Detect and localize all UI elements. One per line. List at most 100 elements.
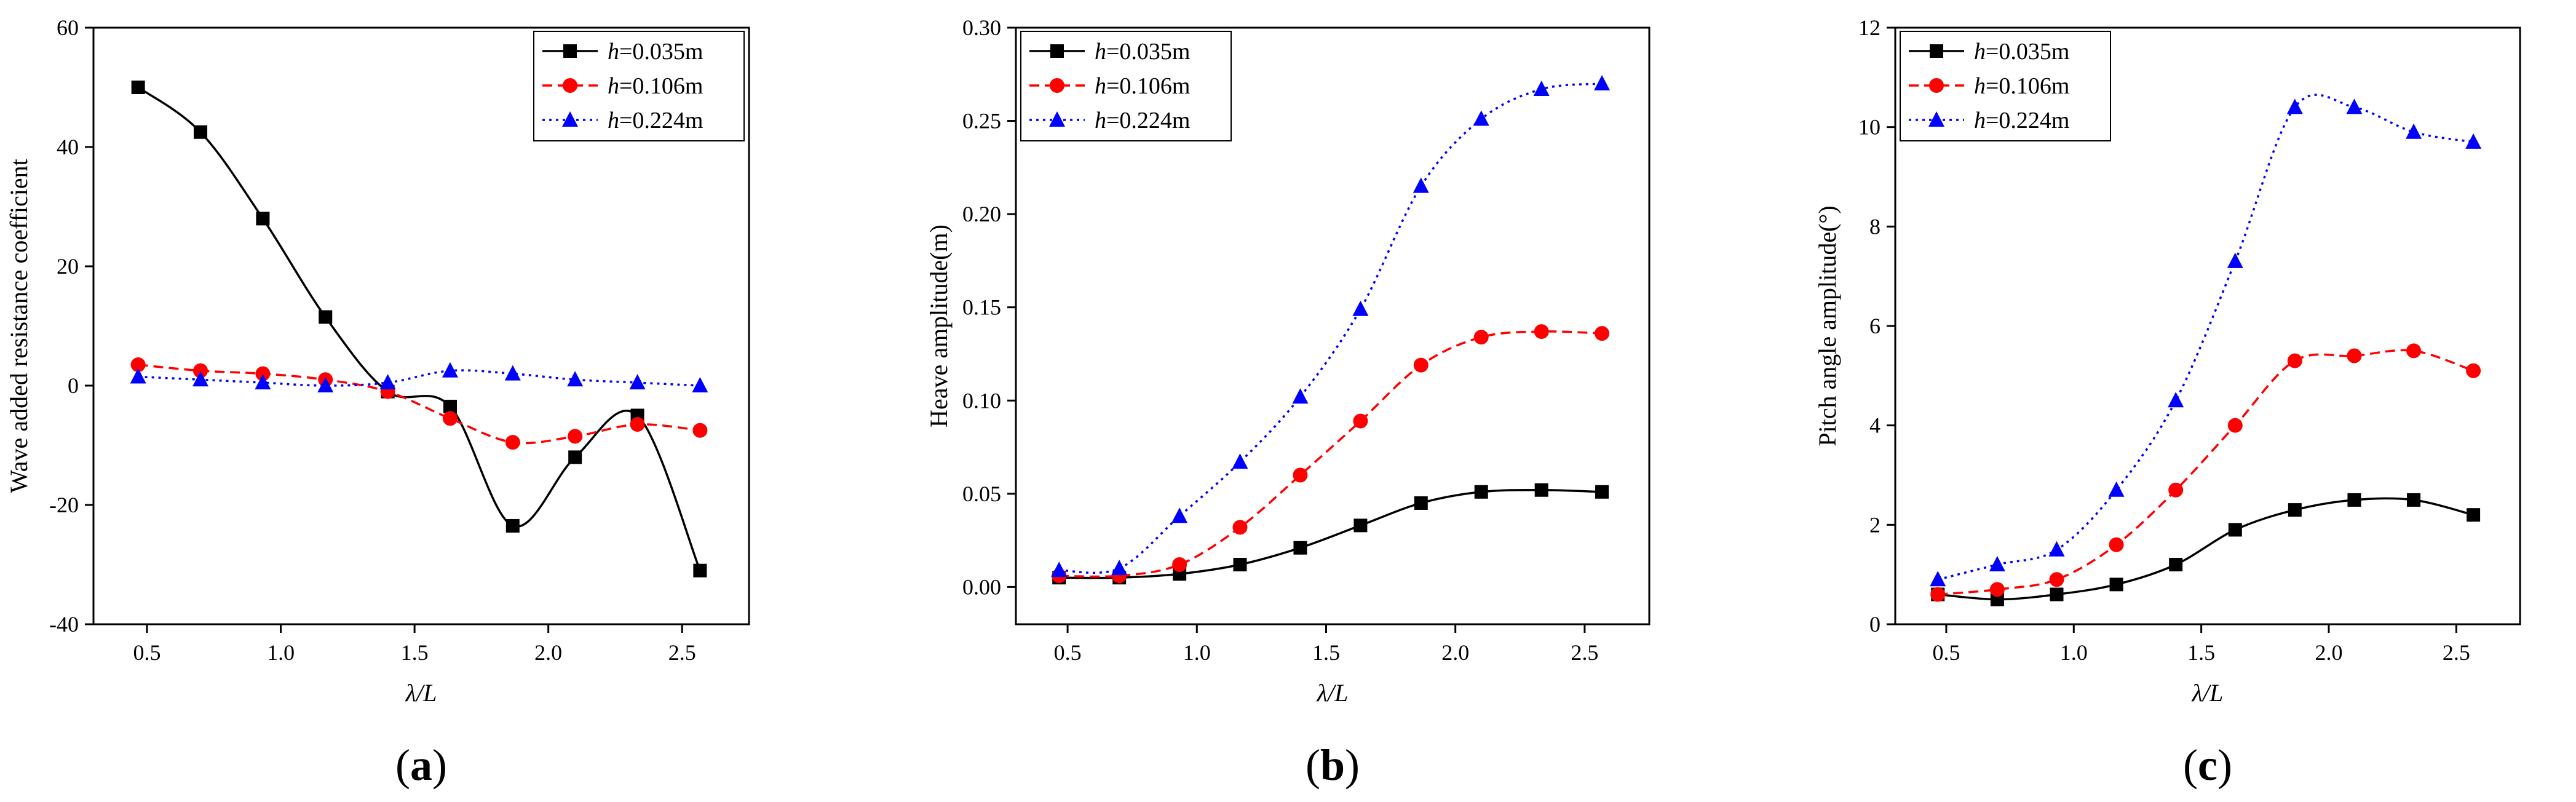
- data-point: [1293, 467, 1308, 483]
- x-tick-label: 1.5: [401, 640, 429, 665]
- data-point: [255, 374, 271, 390]
- x-axis-label: λ/L: [1317, 679, 1349, 707]
- data-point: [1533, 81, 1550, 97]
- data-point: [2108, 481, 2125, 497]
- plot-frame: [1015, 26, 1651, 625]
- data-point: [2049, 572, 2064, 587]
- x-tick-label: 2.5: [2443, 640, 2470, 665]
- panel-label: (b): [1306, 740, 1360, 790]
- data-point: [1413, 357, 1429, 373]
- data-point: [2227, 252, 2243, 268]
- x-tick-label: 0.5: [1932, 640, 1960, 665]
- data-point: [2228, 523, 2242, 537]
- data-point: [442, 411, 458, 426]
- data-point: [2050, 587, 2064, 602]
- data-point: [568, 450, 582, 464]
- chart-panel-b: 0.5 1.0 1.5 2.0 2.5 0.00 0.05 0.10 0.15 0.20 0.25 0…: [925, 15, 1651, 790]
- y-tick-label: 0.25: [962, 109, 1001, 133]
- data-point: [2467, 508, 2481, 522]
- x-tick-label: 2.0: [2315, 640, 2342, 665]
- x-axis-label: λ/L: [405, 679, 437, 707]
- data-point: [1352, 300, 1369, 316]
- x-axis-label: λ/L: [2192, 679, 2224, 707]
- x-tick-label: 2.5: [1571, 640, 1598, 665]
- y-axis-label: Wave added resistance coefficient: [5, 159, 33, 493]
- data-point: [1473, 110, 1489, 126]
- data-point: [693, 563, 707, 578]
- y-tick-label: 0.05: [962, 482, 1001, 506]
- data-point: [194, 125, 208, 139]
- legend-marker: [563, 44, 577, 58]
- legend-label: h=0.224m: [1095, 108, 1191, 133]
- data-point: [630, 417, 645, 432]
- data-point: [504, 365, 521, 381]
- y-tick-label: 0.10: [962, 388, 1001, 413]
- data-point: [1474, 485, 1488, 499]
- data-point: [505, 518, 520, 533]
- x-tick-label: 2.0: [1441, 640, 1469, 665]
- data-point: [319, 310, 333, 324]
- legend-label: h=0.106m: [1095, 73, 1191, 99]
- series-line-2: [1937, 93, 2474, 581]
- data-point: [2406, 343, 2422, 359]
- data-point: [2406, 123, 2422, 139]
- data-point: [2168, 392, 2184, 408]
- legend-label: h=0.224m: [1974, 108, 2070, 133]
- legend-marker: [562, 111, 578, 127]
- data-point: [1930, 587, 1946, 602]
- legend-label: h=0.106m: [1974, 73, 2070, 99]
- data-point: [193, 363, 208, 378]
- data-point: [1413, 177, 1429, 193]
- y-tick-label: -40: [49, 612, 79, 637]
- data-point: [505, 435, 520, 450]
- data-point: [1111, 560, 1128, 576]
- y-tick-label: 60: [57, 15, 79, 40]
- y-tick-label: 6: [1869, 314, 1880, 338]
- data-point: [2465, 133, 2482, 149]
- legend-label: h=0.106m: [608, 73, 703, 99]
- y-tick-label: 2: [1869, 512, 1880, 537]
- data-point: [2287, 353, 2302, 368]
- series-line-1: [1059, 330, 1603, 578]
- data-point: [1595, 485, 1609, 499]
- data-point: [443, 399, 457, 413]
- data-point: [2407, 493, 2421, 507]
- y-tick-label: 8: [1869, 214, 1880, 239]
- y-tick-label: 20: [57, 254, 79, 279]
- data-point: [1171, 507, 1188, 523]
- data-point: [255, 366, 271, 381]
- data-point: [130, 357, 146, 373]
- data-point: [131, 81, 145, 94]
- series-line-1: [138, 363, 700, 445]
- legend-marker: [1929, 78, 1944, 93]
- x-tick-label: 0.5: [133, 640, 161, 665]
- data-point: [568, 429, 583, 444]
- data-point: [442, 362, 458, 378]
- x-tick-label: 1.0: [267, 640, 295, 665]
- data-point: [379, 374, 396, 390]
- series-line-1: [1938, 349, 2474, 596]
- data-point: [1473, 330, 1489, 345]
- series-line-0: [1938, 497, 2474, 601]
- data-point: [1534, 324, 1549, 339]
- data-point: [1595, 326, 1610, 341]
- legend-marker: [1928, 111, 1944, 127]
- legend-label: h=0.035m: [608, 39, 703, 65]
- data-point: [1989, 582, 2005, 597]
- data-point: [1051, 562, 1068, 578]
- x-tick-label: 0.5: [1054, 640, 1082, 665]
- data-point: [2048, 541, 2065, 557]
- legend: h=0.035m h=0.106m h=0.224m: [533, 31, 745, 141]
- panel-label: (c): [2183, 740, 2232, 790]
- y-tick-label: 0.30: [962, 15, 1001, 40]
- series-line-0: [137, 86, 702, 571]
- panel-label: (a): [395, 740, 447, 790]
- data-point: [2168, 482, 2184, 498]
- data-point: [1353, 518, 1368, 533]
- legend-marker: [1050, 78, 1064, 93]
- x-tick-label: 1.5: [1312, 640, 1340, 665]
- data-point: [1414, 496, 1428, 510]
- data-point: [1353, 413, 1368, 429]
- x-tick-label: 2.0: [534, 640, 562, 665]
